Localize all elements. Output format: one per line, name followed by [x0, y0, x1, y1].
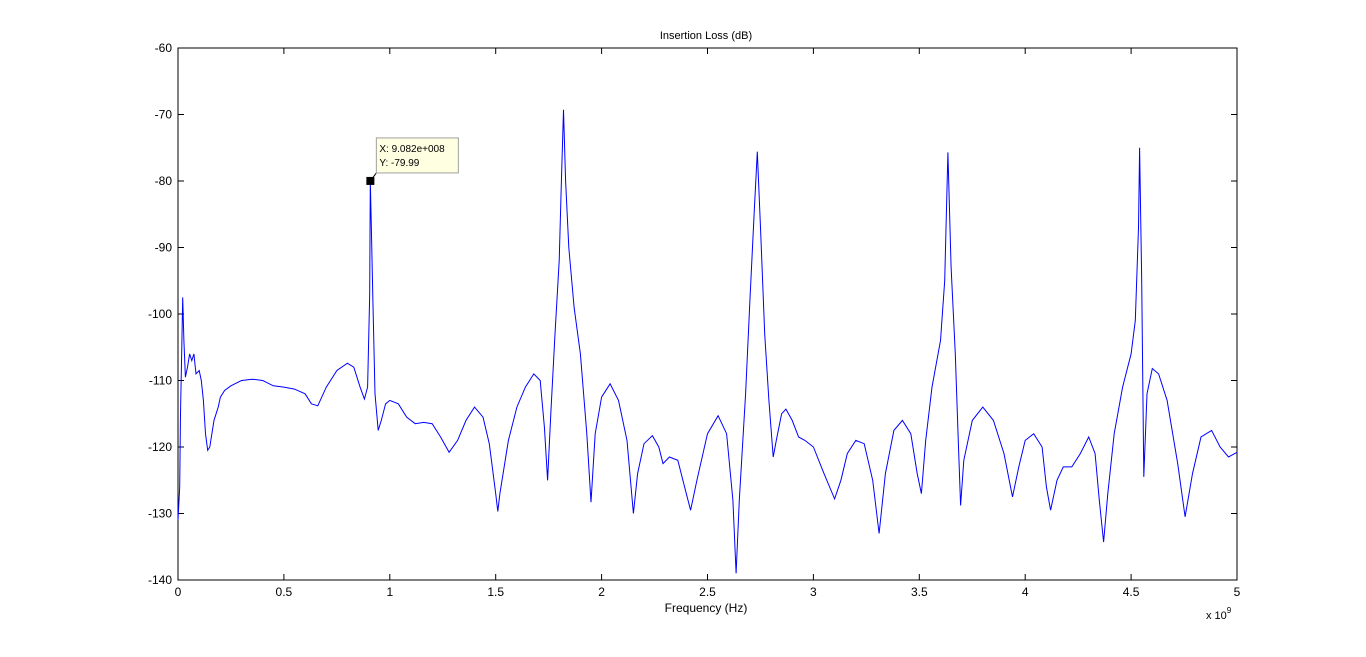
- y-tick-label: -100: [148, 307, 172, 321]
- x-tick-label: 2.5: [699, 585, 716, 599]
- x-tick-label: 0.5: [276, 585, 293, 599]
- x-axis: 0 0.5 1 1.5 2 2.5 3 3.5 4 4.5 5: [175, 48, 1241, 599]
- datatip-y-text: Y: -79.99: [379, 158, 419, 169]
- x-axis-label: Frequency (Hz): [665, 601, 748, 615]
- y-tick-label: -110: [149, 374, 172, 388]
- plot-area: [177, 47, 1238, 581]
- datatip[interactable]: X: 9.082e+008 Y: -79.99: [366, 137, 459, 185]
- y-tick-label: -90: [155, 241, 173, 255]
- x-tick-label: 3: [810, 585, 817, 599]
- x-tick-label: 0: [175, 585, 182, 599]
- x-tick-label: 3.5: [911, 585, 928, 599]
- datatip-box[interactable]: [375, 137, 459, 174]
- y-tick-label: -130: [148, 507, 172, 521]
- x-axis-exponent-power: 9: [1227, 606, 1232, 615]
- y-tick-label: -120: [148, 440, 172, 454]
- datatip-marker[interactable]: [366, 176, 375, 185]
- y-tick-label: -70: [155, 108, 173, 122]
- x-tick-label: 4: [1022, 585, 1029, 599]
- datatip-x-text: X: 9.082e+008: [379, 144, 445, 155]
- y-tick-label: -140: [148, 573, 172, 587]
- x-tick-label: 2: [598, 585, 605, 599]
- x-tick-label: 4.5: [1123, 585, 1140, 599]
- y-tick-label: -80: [155, 174, 173, 188]
- insertion-loss-line: [177, 109, 1238, 574]
- x-axis-exponent-base: x 10: [1206, 610, 1227, 622]
- y-tick-label: -60: [155, 41, 173, 55]
- y-axis: -60 -70 -80 -90 -100 -110 -120 -130 -140: [148, 41, 1237, 587]
- x-tick-label: 1.5: [487, 585, 504, 599]
- x-tick-label: 1: [386, 585, 393, 599]
- x-axis-exponent: x 109: [1206, 606, 1232, 622]
- chart-title: Insertion Loss (dB): [660, 30, 752, 42]
- x-tick-label: 5: [1234, 585, 1241, 599]
